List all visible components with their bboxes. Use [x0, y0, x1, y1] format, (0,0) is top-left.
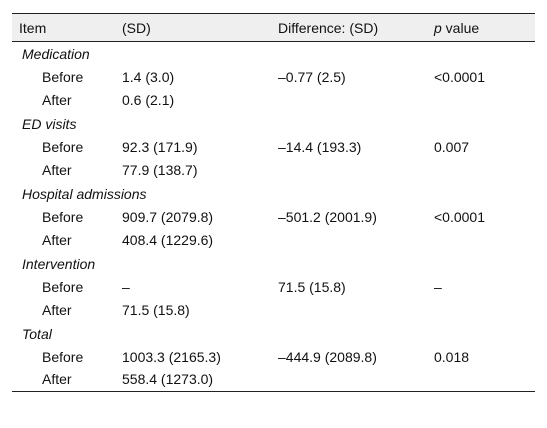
- table-row: After 77.9 (138.7): [12, 159, 535, 182]
- row-difference: –444.9 (2089.8): [278, 349, 377, 365]
- group-label: Intervention: [22, 255, 96, 272]
- row-difference: –501.2 (2001.9): [278, 209, 377, 225]
- row-p-value: [434, 369, 535, 392]
- row-difference: 71.5 (15.8): [278, 279, 346, 295]
- row-label: After: [42, 162, 72, 178]
- row-label: Before: [42, 279, 84, 295]
- row-sd: 71.5 (15.8): [122, 302, 190, 318]
- row-difference: –14.4 (193.3): [278, 139, 362, 155]
- row-difference: [278, 89, 434, 112]
- row-label: Before: [42, 139, 84, 155]
- row-p-value: –: [434, 279, 442, 295]
- row-p-value: [434, 229, 535, 252]
- row-label: After: [42, 370, 72, 387]
- table-row: Before – 71.5 (15.8) –: [12, 276, 535, 299]
- table-row: Before 909.7 (2079.8) –501.2 (2001.9) <0…: [12, 206, 535, 229]
- table-row: After 408.4 (1229.6): [12, 229, 535, 252]
- row-label: Before: [42, 349, 84, 365]
- row-p-value: [434, 89, 535, 112]
- row-difference: [278, 369, 434, 392]
- row-sd: –: [122, 279, 130, 295]
- header-difference: Difference: (SD): [278, 20, 379, 36]
- table-row: After 71.5 (15.8): [12, 299, 535, 322]
- header-sd: (SD): [122, 20, 151, 36]
- header-item: Item: [19, 20, 47, 36]
- row-sd: 92.3 (171.9): [122, 139, 198, 155]
- row-label: After: [42, 92, 72, 108]
- row-p-value: 0.007: [434, 139, 470, 155]
- table-row: Before 92.3 (171.9) –14.4 (193.3) 0.007: [12, 136, 535, 159]
- data-table-container: Item (SD) Difference: (SD) p value Medic…: [12, 13, 535, 392]
- row-sd: 558.4 (1273.0): [122, 370, 214, 387]
- row-difference: [278, 229, 434, 252]
- row-difference: –0.77 (2.5): [278, 69, 346, 85]
- row-sd: 0.6 (2.1): [122, 92, 175, 108]
- table-body: Medication Before 1.4 (3.0) –0.77 (2.5) …: [12, 42, 535, 392]
- data-table: Item (SD) Difference: (SD) p value Medic…: [12, 13, 535, 392]
- row-p-value: <0.0001: [434, 69, 485, 85]
- row-p-value: [434, 159, 535, 182]
- row-difference: [278, 299, 434, 322]
- table-header-row: Item (SD) Difference: (SD) p value: [12, 13, 535, 42]
- group-label: Hospital admissions: [22, 185, 147, 202]
- row-p-value: [434, 299, 535, 322]
- group-label: Total: [22, 325, 52, 342]
- row-p-value: 0.018: [434, 349, 470, 365]
- row-sd: 1003.3 (2165.3): [122, 349, 221, 365]
- table-group-row: Hospital admissions: [12, 182, 535, 206]
- row-p-value: <0.0001: [434, 209, 485, 225]
- table-row: After 558.4 (1273.0): [12, 369, 535, 392]
- group-label: ED visits: [22, 115, 77, 132]
- table-row: Before 1003.3 (2165.3) –444.9 (2089.8) 0…: [12, 346, 535, 369]
- table-row: After 0.6 (2.1): [12, 89, 535, 112]
- row-sd: 77.9 (138.7): [122, 162, 198, 178]
- table-group-row: Intervention: [12, 252, 535, 276]
- row-label: Before: [42, 69, 84, 85]
- header-p-italic: p: [434, 20, 442, 36]
- row-sd: 1.4 (3.0): [122, 69, 175, 85]
- header-p-rest: value: [441, 20, 480, 36]
- table-group-row: Total: [12, 322, 535, 346]
- table-group-row: Medication: [12, 42, 535, 66]
- row-label: After: [42, 232, 72, 248]
- row-sd: 408.4 (1229.6): [122, 232, 214, 248]
- row-label: Before: [42, 209, 84, 225]
- table-row: Before 1.4 (3.0) –0.77 (2.5) <0.0001: [12, 66, 535, 89]
- row-sd: 909.7 (2079.8): [122, 209, 214, 225]
- header-p-value: p value: [434, 14, 535, 42]
- table-group-row: ED visits: [12, 112, 535, 136]
- row-difference: [278, 159, 434, 182]
- group-label: Medication: [22, 45, 90, 62]
- row-label: After: [42, 302, 72, 318]
